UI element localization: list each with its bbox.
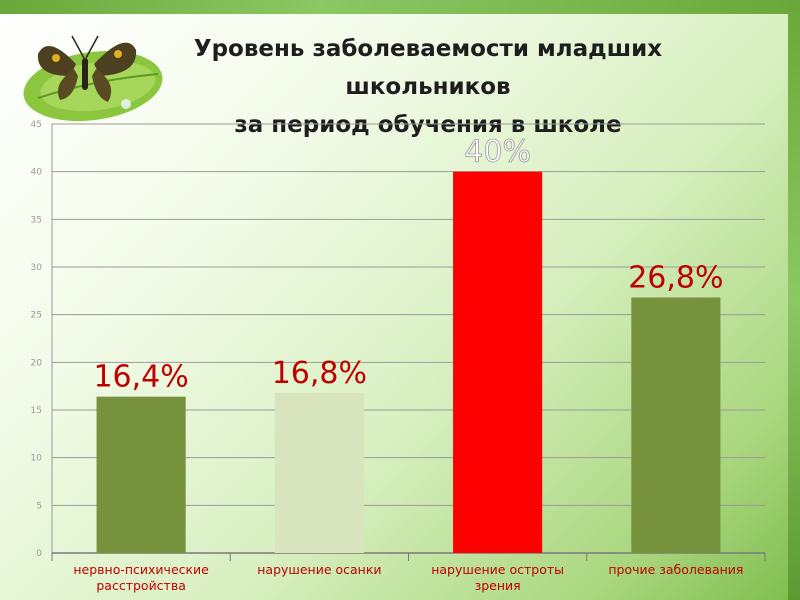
- y-tick-label: 40: [31, 168, 43, 178]
- y-tick-label: 25: [31, 311, 42, 321]
- page-title: Уровень заболеваемости младших школьнико…: [118, 30, 738, 144]
- bar: [96, 396, 186, 553]
- x-tick-label: зрения: [475, 578, 521, 593]
- data-label: 16,8%: [272, 356, 367, 391]
- y-tick-label: 35: [31, 215, 42, 225]
- data-label: 40%: [464, 135, 531, 170]
- page-title-line-1: Уровень заболеваемости младших: [193, 36, 663, 62]
- page-title-line-2: школьников: [345, 74, 511, 100]
- page-title-line-3: за период обучения в школе: [234, 112, 622, 138]
- x-tick-label: нарушение остроты: [431, 562, 564, 577]
- x-tick-label: прочие заболевания: [608, 562, 743, 577]
- frame-top-border: [0, 0, 800, 14]
- data-label: 26,8%: [628, 261, 723, 296]
- y-tick-label: 0: [36, 549, 42, 559]
- y-tick-label: 20: [31, 358, 43, 368]
- frame-right-border: [788, 0, 800, 600]
- x-tick-label: расстройства: [96, 578, 186, 593]
- x-tick-label: нервно-психические: [73, 562, 209, 577]
- bar: [631, 297, 721, 553]
- bar: [453, 171, 543, 553]
- bar: [274, 392, 364, 553]
- butterfly-on-leaf-icon: [23, 35, 163, 122]
- y-tick-label: 45: [31, 120, 42, 130]
- y-tick-label: 15: [31, 406, 42, 416]
- y-tick-label: 5: [36, 501, 42, 511]
- y-tick-label: 30: [31, 263, 43, 273]
- data-label: 16,4%: [93, 360, 188, 395]
- y-tick-label: 10: [31, 454, 43, 464]
- x-tick-label: нарушение осанки: [257, 562, 381, 577]
